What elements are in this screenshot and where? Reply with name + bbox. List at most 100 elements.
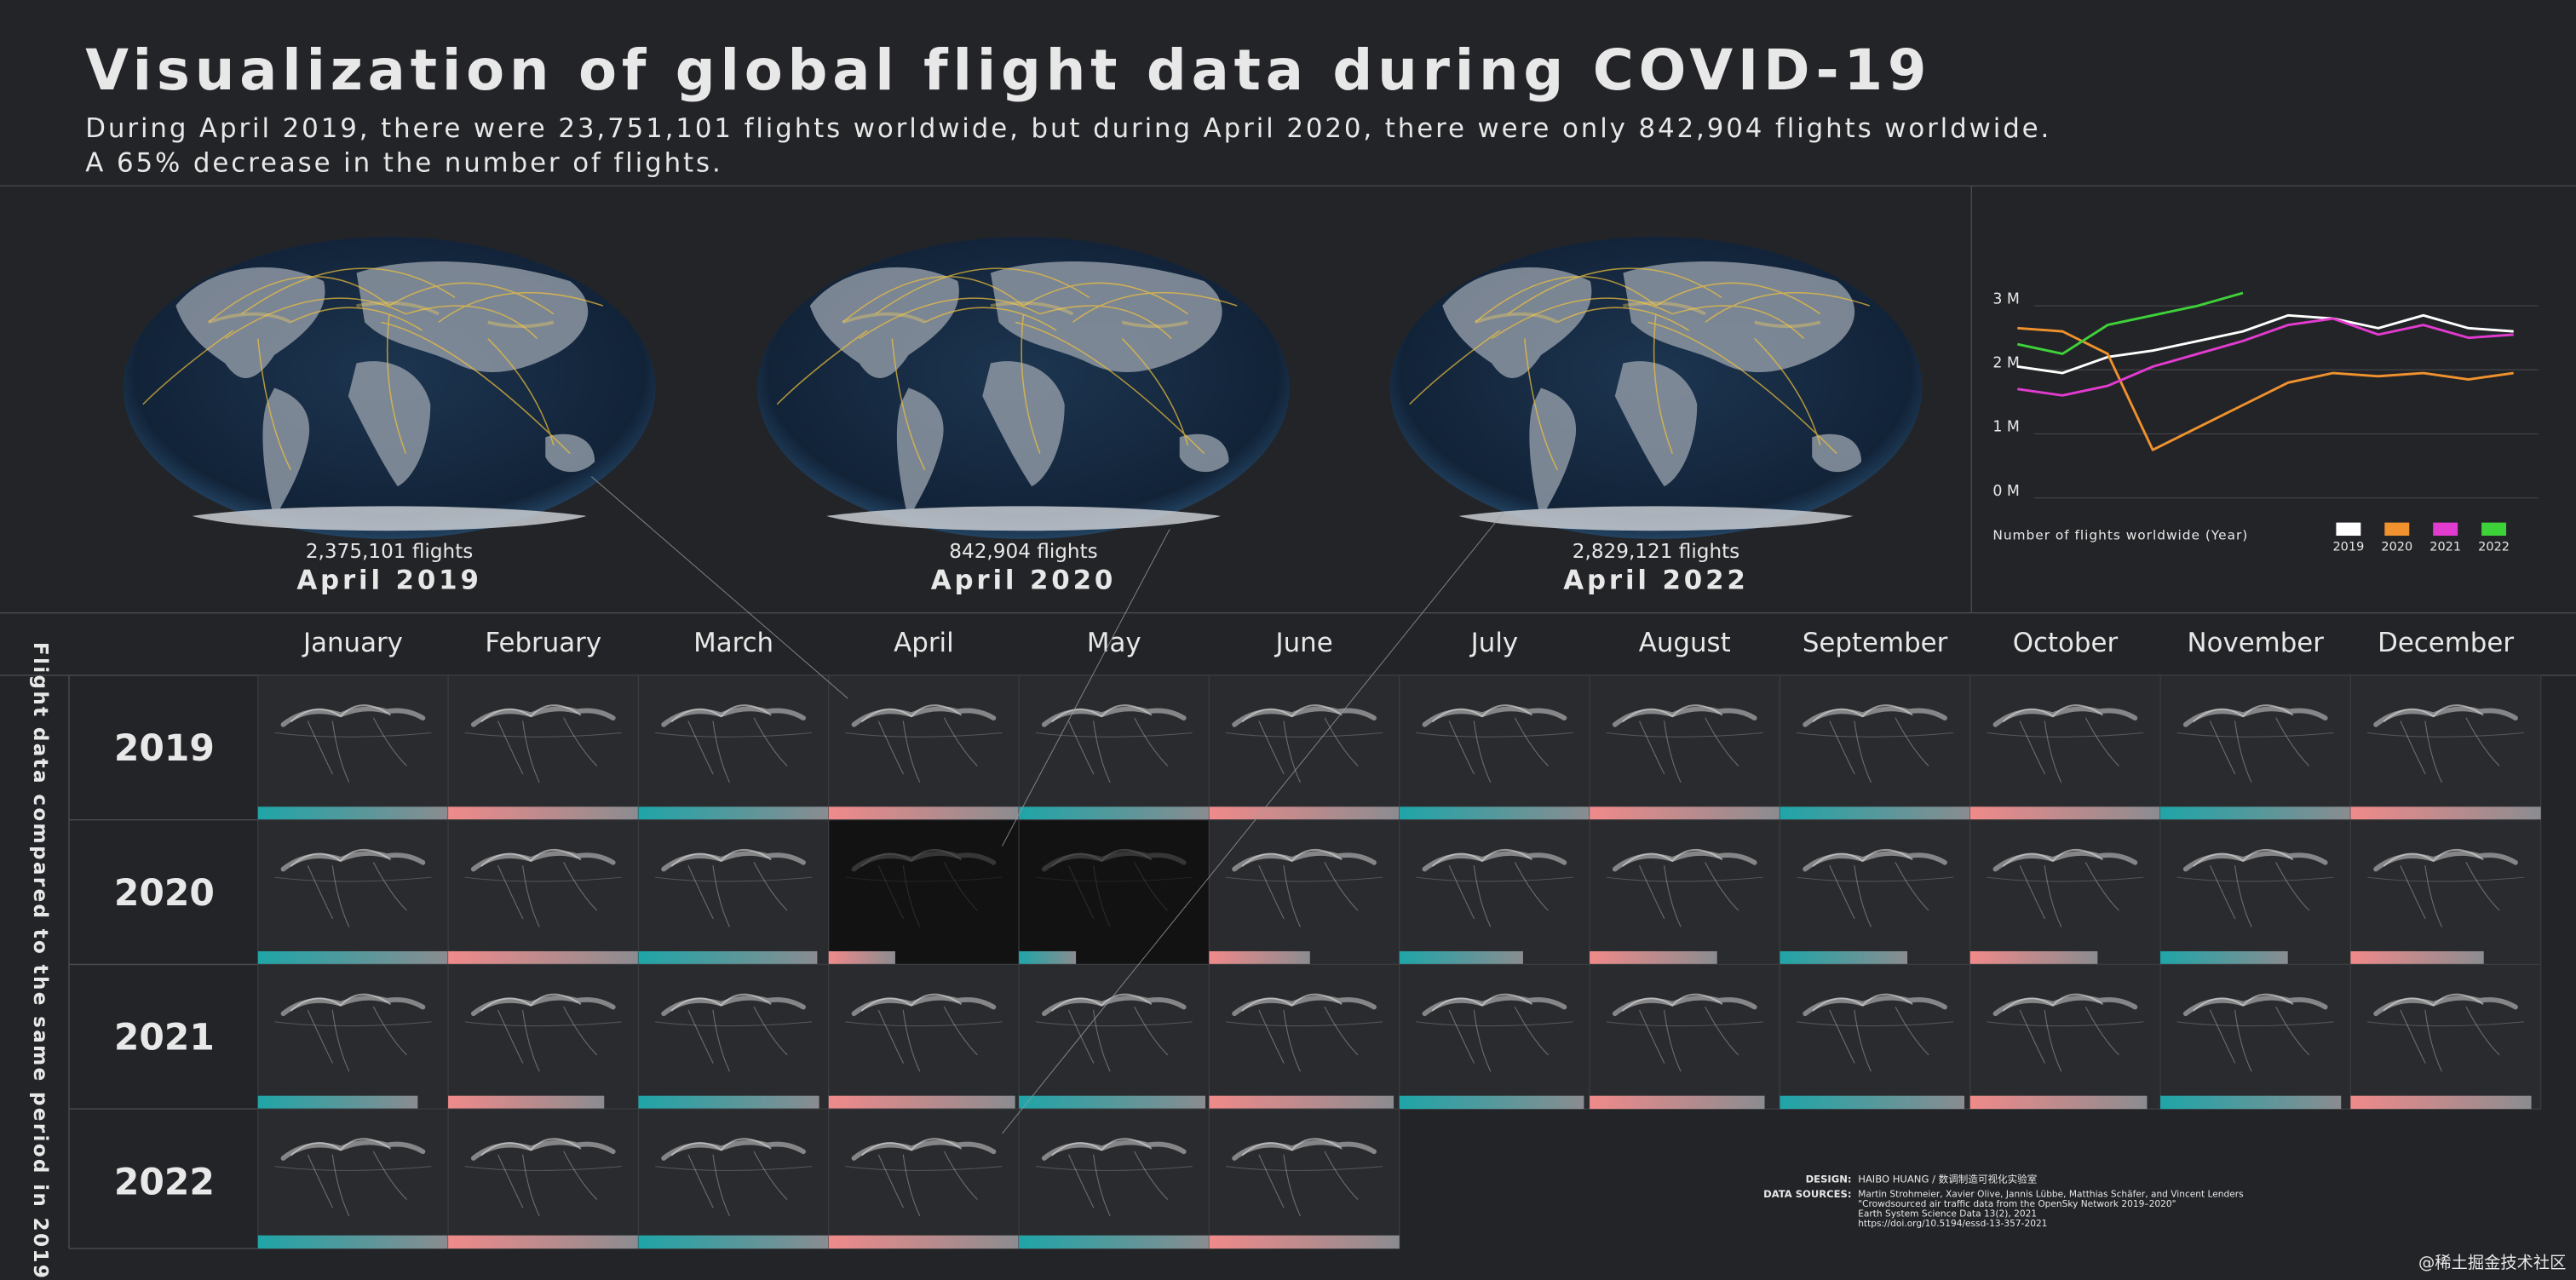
comparison-bar bbox=[257, 1095, 418, 1110]
map-label: April 2019 bbox=[296, 565, 481, 596]
thumbnail-bg bbox=[447, 963, 640, 1110]
comparison-bar bbox=[1590, 1095, 1765, 1110]
connector bbox=[1002, 529, 1170, 847]
connectors bbox=[590, 476, 1504, 1134]
credit: Martin Strohmeier, Xavier Olive, Jannis … bbox=[1858, 1189, 2243, 1199]
x-axis-label: Number of flights worldwide (Year) bbox=[1992, 528, 2248, 543]
thumbnail-bg bbox=[828, 963, 1020, 1110]
comparison-bar bbox=[638, 806, 829, 820]
map-label: April 2020 bbox=[931, 565, 1116, 596]
comparison-bar bbox=[638, 1095, 819, 1110]
thumbnail-bg bbox=[257, 963, 449, 1110]
comparison-bar bbox=[1209, 1095, 1394, 1110]
thumbnail-bg bbox=[1969, 674, 2161, 821]
thumbnail-bg bbox=[1208, 819, 1400, 965]
thumbnail-bg bbox=[257, 819, 449, 965]
month-grid: January February March April May June July Augu… bbox=[0, 628, 2576, 1280]
thumbnail-bg bbox=[1779, 963, 1971, 1110]
series-line bbox=[2017, 313, 2514, 375]
year-label: 2022 bbox=[114, 1162, 215, 1203]
comparison-bar bbox=[1209, 950, 1310, 965]
map-flights: 2,829,121 flights bbox=[1573, 541, 1739, 563]
thumbnail-bg bbox=[1018, 819, 1210, 965]
month-label: March bbox=[693, 628, 773, 658]
comparison-bar bbox=[448, 806, 639, 820]
thumbnail-bg bbox=[828, 819, 1020, 965]
comparison-bar bbox=[1780, 806, 1970, 820]
comparison-bar bbox=[448, 1235, 639, 1249]
year-label: 2021 bbox=[114, 1018, 215, 1059]
line-chart: 0 M 1 M 2 M 3 M 2019 2020 2021 2022 Number of fl… bbox=[1992, 290, 2539, 554]
comparison-bar bbox=[448, 1095, 605, 1110]
thumbnail-bg bbox=[637, 819, 830, 965]
comparison-bar bbox=[257, 1235, 449, 1249]
comparison-bar bbox=[828, 950, 895, 965]
y-tick-label: 0 M bbox=[1992, 483, 2020, 500]
thumbnail-bg bbox=[1589, 674, 1780, 821]
thumbnail-bg bbox=[1969, 963, 2161, 1110]
month-label: May bbox=[1087, 628, 1141, 658]
comparison-bar bbox=[1590, 806, 1780, 820]
thumbnail-bg bbox=[637, 1108, 830, 1249]
subtitle: During April 2019, there were 23,751,101… bbox=[85, 113, 2051, 144]
year-label: 2019 bbox=[114, 728, 215, 770]
credit-label: DESIGN: bbox=[1806, 1174, 1852, 1185]
comparison-bar bbox=[638, 950, 818, 965]
credit-label: DATA SOURCES: bbox=[1763, 1188, 1851, 1200]
month-label: September bbox=[1803, 628, 1948, 658]
world-map bbox=[1388, 235, 1924, 541]
comparison-bar bbox=[1969, 950, 2098, 965]
thumbnail-bg bbox=[1208, 674, 1400, 821]
thumbnail-bg bbox=[1208, 1108, 1400, 1249]
thumbnail-bg bbox=[2159, 674, 2351, 821]
comparison-bar bbox=[1209, 1235, 1400, 1249]
comparison-bar bbox=[1969, 806, 2161, 820]
comparison-bar bbox=[638, 1235, 829, 1249]
thumbnail-bg bbox=[1018, 674, 1210, 821]
side-label: Flight data compared to the same period … bbox=[29, 642, 51, 1280]
connector bbox=[1002, 512, 1504, 1134]
thumbnail-bg bbox=[1969, 819, 2161, 965]
thumbnail-bg bbox=[637, 963, 830, 1110]
thumbnail-bg bbox=[1589, 963, 1780, 1110]
watermark: @稀土掘金技术社区 bbox=[2418, 1253, 2566, 1272]
comparison-bar bbox=[1399, 806, 1590, 820]
map-flights: 2,375,101 flights bbox=[306, 541, 473, 563]
month-label: January bbox=[302, 628, 403, 658]
comparison-bar bbox=[1780, 950, 1908, 965]
world-map bbox=[121, 235, 658, 541]
legend-swatch bbox=[2384, 522, 2410, 537]
credits: DESIGN: HAIBO HUANG / 数调制造可视化实验室 DATA SO… bbox=[1763, 1174, 2566, 1272]
thumbnail-bg bbox=[1018, 963, 1210, 1110]
thumbnail-bg bbox=[1399, 963, 1590, 1110]
thumbnail-bg bbox=[447, 674, 640, 821]
subtitle: A 65% decrease in the number of flights. bbox=[85, 148, 722, 179]
comparison-bar bbox=[828, 806, 1020, 820]
thumbnail-bg bbox=[637, 674, 830, 821]
month-label: April bbox=[894, 628, 954, 658]
credit: Earth System Science Data 13(2), 2021 bbox=[1858, 1209, 2037, 1220]
series-line bbox=[2017, 317, 2514, 397]
legend-label: 2020 bbox=[2381, 541, 2412, 554]
thumbnail-bg bbox=[1779, 819, 1971, 965]
legend-swatch bbox=[2336, 522, 2361, 537]
thumbnail-bg bbox=[1018, 1108, 1210, 1249]
credit: https://doi.org/10.5194/essd-13-357-2021 bbox=[1858, 1219, 2047, 1229]
connector bbox=[590, 476, 848, 699]
thumbnail-bg bbox=[1399, 674, 1590, 821]
month-label: August bbox=[1639, 628, 1731, 658]
comparison-bar bbox=[2160, 950, 2288, 965]
legend-label: 2022 bbox=[2478, 541, 2510, 554]
credit: HAIBO HUANG / 数调制造可视化实验室 bbox=[1858, 1174, 2037, 1185]
comparison-bar bbox=[2350, 950, 2484, 965]
thumbnail-bg bbox=[828, 1108, 1020, 1249]
thumbnail-bg bbox=[257, 1108, 449, 1249]
legend-swatch bbox=[2481, 522, 2507, 537]
comparison-bar bbox=[1019, 1235, 1210, 1249]
comparison-bar bbox=[2160, 1095, 2342, 1110]
comparison-bar bbox=[1019, 806, 1210, 820]
comparison-bar bbox=[2350, 1095, 2532, 1110]
year-label: 2020 bbox=[114, 873, 215, 915]
thumbnail-bg bbox=[1589, 819, 1780, 965]
comparison-bar bbox=[1019, 950, 1077, 965]
